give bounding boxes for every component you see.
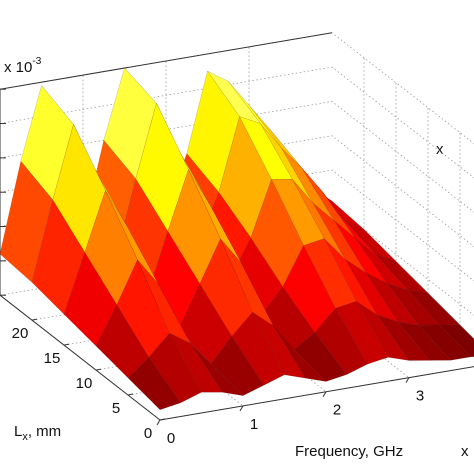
y-tick xyxy=(63,343,70,346)
y-tick xyxy=(95,368,102,371)
surface-patch xyxy=(210,335,265,396)
y-label-rest: , mm xyxy=(28,423,61,440)
surface-patch xyxy=(178,283,233,365)
x-tick xyxy=(405,377,410,383)
surface-patch xyxy=(127,356,182,410)
x-tick xyxy=(156,419,161,426)
y-label-main: L xyxy=(14,423,22,440)
grid-line xyxy=(0,66,474,179)
y-tick xyxy=(31,318,38,321)
surface-patch xyxy=(148,332,202,404)
x-axis-label: Frequency, GHz xyxy=(295,443,403,460)
surface-patch xyxy=(199,238,253,337)
x-tick-label: 3 xyxy=(416,388,424,405)
y-tick xyxy=(127,393,134,396)
y-tick-label: 5 xyxy=(112,400,120,417)
y-label-sub: x xyxy=(22,431,28,443)
x-tick-label: 1 xyxy=(250,416,258,433)
y-tick-label: 0 xyxy=(144,425,152,442)
z-exponent-base: x 10 xyxy=(4,59,32,76)
x-tick xyxy=(322,391,327,398)
y-tick-label: 20 xyxy=(12,325,29,342)
x-tick xyxy=(239,405,244,412)
surface-patch xyxy=(0,160,54,283)
surface-patch xyxy=(239,116,293,180)
z-exponent: x 10-3 xyxy=(4,56,42,76)
y-tick-label: 10 xyxy=(76,375,93,392)
annotation: x xyxy=(461,443,469,460)
annotation: x xyxy=(436,141,444,158)
axis-line xyxy=(0,32,333,90)
y-tick xyxy=(159,418,166,421)
y-tick-label: 15 xyxy=(44,350,61,367)
x-tick-label: 2 xyxy=(333,402,341,419)
z-exponent-sup: -3 xyxy=(32,56,41,67)
y-axis-label: Lx, mm xyxy=(14,423,61,443)
axis-line xyxy=(0,294,161,421)
surface-patch xyxy=(20,85,74,201)
surface-patch xyxy=(207,70,261,124)
x-tick-label: 0 xyxy=(167,430,175,447)
